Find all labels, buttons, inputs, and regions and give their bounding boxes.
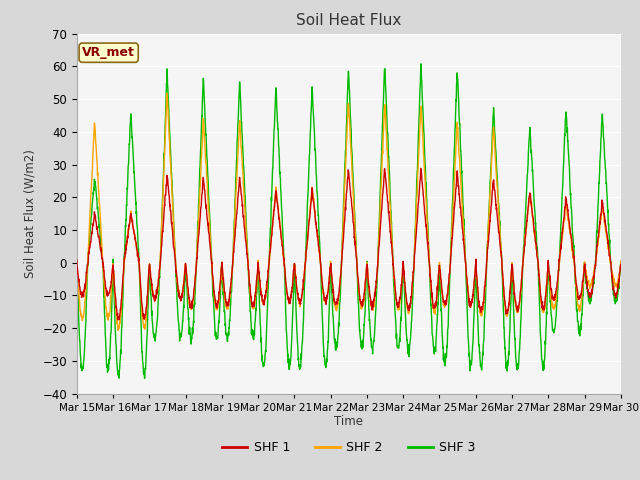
Legend: SHF 1, SHF 2, SHF 3: SHF 1, SHF 2, SHF 3 [218, 436, 480, 459]
Text: VR_met: VR_met [82, 46, 135, 59]
X-axis label: Time: Time [334, 415, 364, 429]
Title: Soil Heat Flux: Soil Heat Flux [296, 13, 401, 28]
Y-axis label: Soil Heat Flux (W/m2): Soil Heat Flux (W/m2) [24, 149, 36, 278]
